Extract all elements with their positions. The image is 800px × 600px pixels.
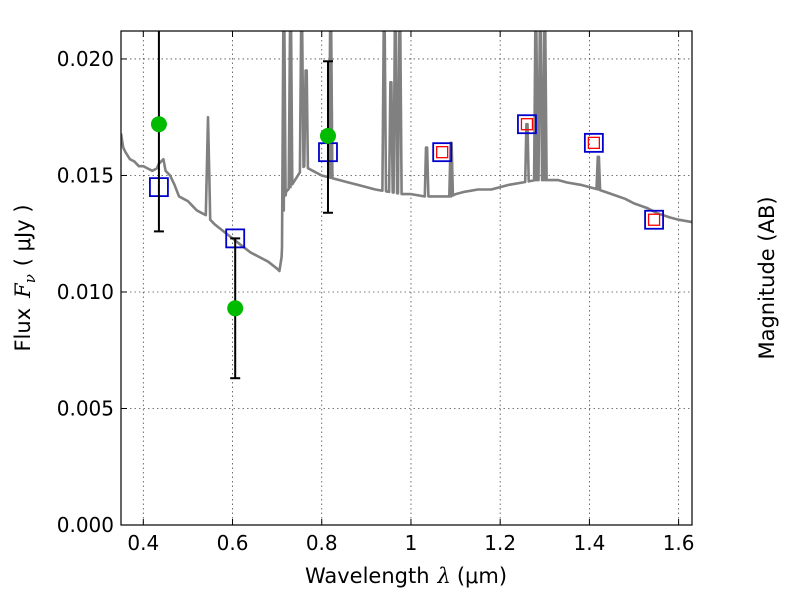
model-spectrum-line: [121, 31, 692, 273]
y-tick-label: 0.020: [57, 47, 114, 71]
grid-lines: [121, 31, 692, 526]
y2-axis-label: Magnitude (AB): [755, 196, 779, 359]
model-spectrum: [121, 31, 692, 273]
axis-ticks: 0.4 0.6 0.8 1 1.2 1.4 1.6 0.000 0.005 0.010 0.015 0…: [57, 31, 695, 555]
x-tick-label: 1.6: [663, 531, 695, 555]
model-photometry-square: [644, 209, 664, 230]
x-tick-label: 0.6: [217, 531, 249, 555]
x-tick-label: 0.4: [127, 531, 159, 555]
model-photometry-square: [517, 114, 537, 135]
x-axis-label: Wavelength λ (μm): [305, 564, 507, 588]
spectrum-group: [121, 31, 692, 273]
y-tick-label: 0.000: [57, 513, 114, 537]
model-photometry-square: [583, 132, 604, 153]
y-tick-label: 0.005: [57, 396, 114, 420]
observed-point: [150, 116, 167, 133]
y-tick-label: 0.015: [57, 163, 114, 187]
x-tick-label: 1: [405, 531, 418, 555]
x-tick-label: 1.2: [484, 531, 516, 555]
observed-point: [319, 127, 336, 144]
data-points: [149, 31, 664, 380]
model-photometry-inner-square: [587, 136, 601, 149]
x-tick-label: 1.4: [573, 531, 605, 555]
y-axis-label: FluxFν( μJy ): [11, 204, 39, 351]
x-tick-label: 0.8: [306, 531, 338, 555]
observed-point: [227, 300, 244, 317]
model-photometry-inner-square: [647, 213, 661, 226]
model-photometry-inner-square: [436, 146, 449, 159]
model-photometry-square: [432, 142, 453, 163]
plot-frame: [120, 30, 693, 526]
y-tick-label: 0.010: [57, 280, 114, 304]
model-photometry-inner-square: [520, 118, 534, 131]
